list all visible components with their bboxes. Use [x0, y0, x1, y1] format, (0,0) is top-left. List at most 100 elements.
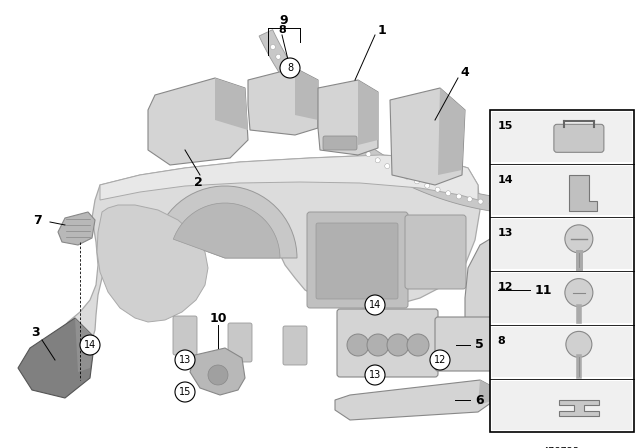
FancyBboxPatch shape — [323, 136, 357, 150]
Text: 8: 8 — [287, 63, 293, 73]
FancyBboxPatch shape — [492, 219, 632, 269]
Polygon shape — [465, 230, 525, 368]
Text: 2: 2 — [194, 176, 202, 189]
FancyBboxPatch shape — [316, 223, 398, 299]
Circle shape — [385, 164, 390, 168]
Text: 14: 14 — [498, 175, 513, 185]
FancyBboxPatch shape — [492, 165, 632, 215]
FancyBboxPatch shape — [405, 215, 466, 289]
Circle shape — [456, 194, 461, 199]
FancyBboxPatch shape — [492, 112, 632, 162]
FancyBboxPatch shape — [435, 317, 499, 371]
Circle shape — [489, 201, 494, 206]
Polygon shape — [75, 318, 95, 372]
Wedge shape — [157, 186, 297, 258]
Circle shape — [282, 64, 287, 69]
Text: 14: 14 — [84, 340, 96, 350]
FancyBboxPatch shape — [283, 326, 307, 365]
FancyBboxPatch shape — [490, 110, 634, 432]
Text: 7: 7 — [33, 214, 42, 227]
Polygon shape — [478, 380, 495, 405]
Text: 4: 4 — [460, 65, 468, 78]
Circle shape — [407, 334, 429, 356]
Circle shape — [565, 225, 593, 253]
Text: 14: 14 — [369, 300, 381, 310]
FancyBboxPatch shape — [492, 273, 632, 323]
Polygon shape — [498, 230, 522, 308]
Polygon shape — [295, 68, 318, 120]
Text: 12: 12 — [498, 282, 513, 292]
Circle shape — [175, 350, 195, 370]
FancyBboxPatch shape — [173, 316, 197, 355]
Circle shape — [301, 91, 306, 96]
Text: 13: 13 — [369, 370, 381, 380]
Polygon shape — [259, 30, 530, 215]
Text: 13: 13 — [179, 355, 191, 365]
Circle shape — [280, 58, 300, 78]
Text: 5: 5 — [475, 339, 484, 352]
Polygon shape — [559, 400, 599, 416]
Text: 13: 13 — [498, 228, 513, 238]
Text: 10: 10 — [209, 311, 227, 324]
Circle shape — [208, 365, 228, 385]
Text: 12: 12 — [434, 355, 446, 365]
Circle shape — [565, 279, 593, 306]
Circle shape — [511, 204, 516, 209]
Circle shape — [415, 179, 419, 184]
Circle shape — [366, 151, 371, 157]
Circle shape — [387, 334, 409, 356]
Wedge shape — [173, 203, 280, 258]
FancyBboxPatch shape — [307, 212, 408, 308]
Circle shape — [435, 187, 440, 192]
Circle shape — [348, 138, 353, 143]
Circle shape — [308, 99, 313, 105]
Text: 6: 6 — [475, 393, 484, 406]
Polygon shape — [190, 348, 245, 395]
Circle shape — [375, 158, 380, 163]
FancyBboxPatch shape — [492, 380, 632, 431]
Polygon shape — [569, 175, 597, 211]
FancyBboxPatch shape — [554, 125, 604, 152]
Polygon shape — [100, 155, 478, 200]
Circle shape — [365, 365, 385, 385]
Text: 8: 8 — [278, 25, 286, 35]
Circle shape — [478, 199, 483, 204]
Circle shape — [467, 197, 472, 202]
Circle shape — [347, 334, 369, 356]
Circle shape — [175, 382, 195, 402]
Circle shape — [80, 335, 100, 355]
Circle shape — [339, 131, 344, 136]
Circle shape — [404, 174, 410, 179]
Circle shape — [500, 202, 505, 208]
Text: 15: 15 — [179, 387, 191, 397]
Text: 11: 11 — [535, 284, 552, 297]
Polygon shape — [318, 80, 378, 155]
Polygon shape — [148, 78, 248, 165]
Text: 478723: 478723 — [543, 447, 580, 448]
Polygon shape — [215, 78, 248, 130]
Circle shape — [394, 169, 399, 174]
Polygon shape — [58, 212, 95, 245]
Polygon shape — [358, 80, 378, 145]
Circle shape — [367, 334, 389, 356]
Text: 3: 3 — [31, 327, 40, 340]
Polygon shape — [335, 380, 495, 420]
Text: 8: 8 — [498, 336, 506, 346]
Polygon shape — [55, 155, 480, 362]
Polygon shape — [97, 205, 208, 322]
Circle shape — [316, 108, 321, 113]
Circle shape — [445, 191, 451, 196]
Text: 15: 15 — [498, 121, 513, 131]
Circle shape — [276, 54, 281, 59]
FancyBboxPatch shape — [228, 323, 252, 362]
Polygon shape — [390, 88, 465, 185]
FancyBboxPatch shape — [492, 327, 632, 377]
Circle shape — [294, 82, 299, 87]
Circle shape — [323, 116, 328, 121]
Circle shape — [365, 295, 385, 315]
Circle shape — [430, 350, 450, 370]
Circle shape — [425, 183, 429, 188]
Circle shape — [331, 124, 336, 129]
Text: 9: 9 — [280, 13, 288, 26]
Polygon shape — [438, 88, 465, 175]
